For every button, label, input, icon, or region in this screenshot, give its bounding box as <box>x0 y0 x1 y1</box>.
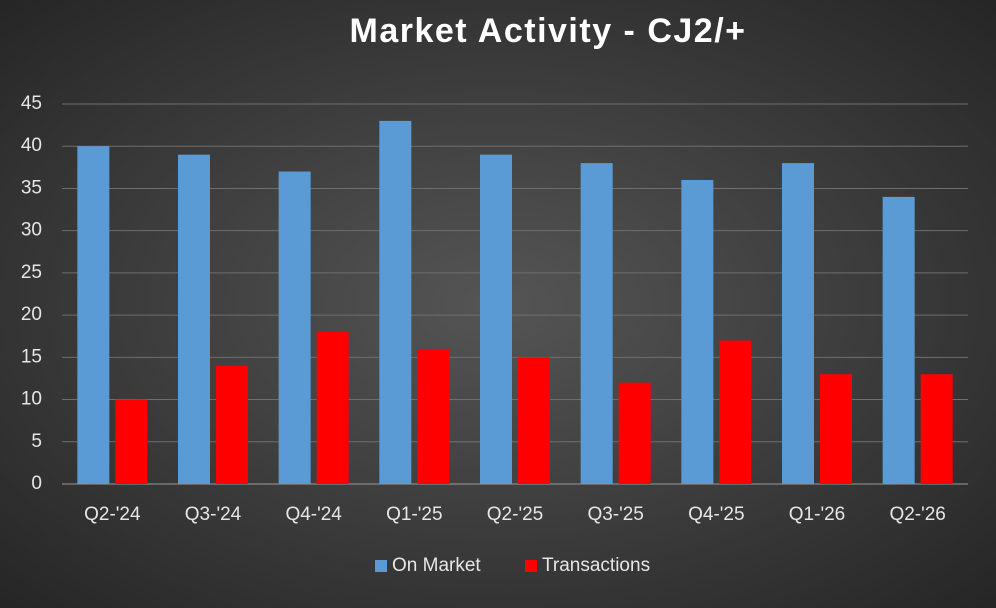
bar <box>480 154 512 484</box>
bar <box>820 374 852 484</box>
legend-label: Transactions <box>542 555 650 576</box>
y-tick-label: 0 <box>31 473 42 494</box>
x-tick-label: Q3-'24 <box>185 504 242 525</box>
y-tick-label: 20 <box>21 304 42 325</box>
legend-label: On Market <box>392 555 481 576</box>
bar <box>618 382 651 484</box>
x-tick-label: Q2-'26 <box>889 504 945 525</box>
bar <box>580 163 613 484</box>
y-tick-label: 5 <box>31 431 42 452</box>
x-tick-label: Q1-'26 <box>789 504 845 525</box>
y-tick-label: 40 <box>21 135 42 156</box>
bar <box>882 196 915 484</box>
bar <box>216 365 248 484</box>
y-tick-label: 30 <box>21 220 42 241</box>
y-tick-label: 10 <box>21 389 42 410</box>
bar <box>782 163 814 484</box>
bar <box>178 154 210 484</box>
y-tick-label: 35 <box>21 177 42 198</box>
x-tick-label: Q4-'25 <box>688 504 744 525</box>
bar <box>316 332 349 484</box>
y-tick-label: 15 <box>21 346 42 367</box>
bar <box>77 146 110 484</box>
bar <box>278 171 311 485</box>
bar <box>417 348 450 484</box>
bar <box>719 340 752 484</box>
x-tick-label: Q3-'25 <box>587 504 643 525</box>
bar <box>379 120 412 484</box>
legend-swatch <box>525 560 537 572</box>
x-tick-label: Q2-'24 <box>84 504 141 525</box>
y-tick-label: 25 <box>21 262 42 283</box>
bar <box>115 399 148 484</box>
x-tick-label: Q1-'25 <box>386 504 442 525</box>
x-tick-label: Q2-'25 <box>487 504 543 525</box>
legend-swatch <box>375 560 387 572</box>
chart-title: Market Activity - CJ2/+ <box>350 12 747 50</box>
bar <box>920 374 953 484</box>
y-tick-label: 45 <box>21 93 42 114</box>
bar <box>681 180 714 484</box>
bar <box>518 357 550 484</box>
x-tick-label: Q4-'24 <box>285 504 342 525</box>
